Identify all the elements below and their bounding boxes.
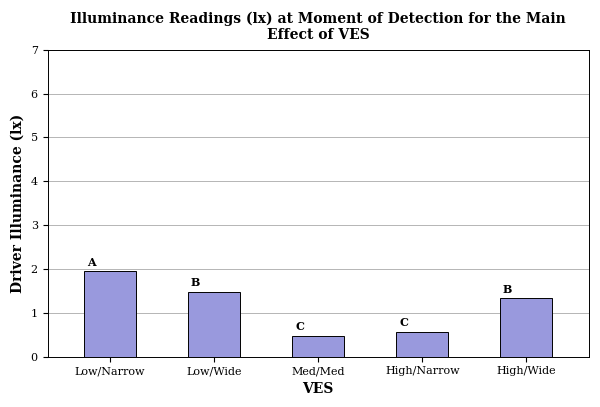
- Bar: [396, 332, 448, 357]
- Bar: [84, 271, 136, 357]
- Title: Illuminance Readings (lx) at Moment of Detection for the Main
Effect of VES: Illuminance Readings (lx) at Moment of D…: [70, 11, 566, 42]
- Text: B: B: [503, 284, 512, 295]
- X-axis label: VES: VES: [302, 382, 334, 396]
- Bar: [500, 298, 553, 357]
- Text: C: C: [399, 317, 408, 328]
- Text: C: C: [295, 321, 304, 332]
- Text: B: B: [191, 277, 200, 288]
- Y-axis label: Driver Illuminance (lx): Driver Illuminance (lx): [11, 114, 25, 293]
- Bar: [292, 336, 344, 357]
- Bar: [188, 292, 240, 357]
- Text: A: A: [87, 257, 95, 268]
